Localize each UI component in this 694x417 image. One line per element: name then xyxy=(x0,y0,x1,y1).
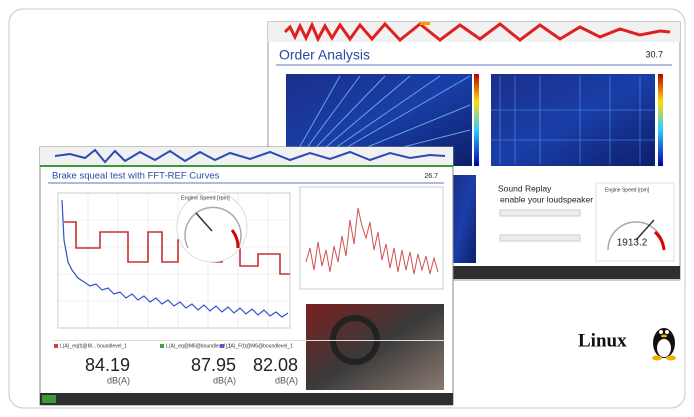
meter: L(A)_eq@M6@boundlevel_1 87.95 dB(A) xyxy=(160,343,236,385)
window-title: Brake squeal test with FFT-REF Curves xyxy=(52,171,220,182)
tux-belly xyxy=(657,339,671,357)
reference-curve xyxy=(64,221,290,275)
tux-eye xyxy=(659,330,663,334)
value: 26.7 xyxy=(424,173,438,180)
gauge-label: Engine Speed [rpm] xyxy=(605,187,650,193)
waveform xyxy=(283,21,671,43)
order-lines xyxy=(289,75,471,165)
spectrum-curve xyxy=(305,207,439,275)
fft-curve xyxy=(61,199,289,318)
back-window: Order Analysis 30.7 Sound Replay enable … xyxy=(267,21,681,281)
meter: L(A)_eq(t)@M... boundlevel_1 84.19 dB(A) xyxy=(54,343,130,385)
gauge-arc xyxy=(184,206,242,249)
slider[interactable] xyxy=(499,234,581,242)
gauge-redline xyxy=(653,230,666,251)
divider xyxy=(52,340,444,341)
sound-replay-title: Sound Replay xyxy=(498,183,552,193)
meter-label: L(A)_eq@M6@boundlevel_1 xyxy=(166,343,231,349)
front-window: Brake squeal test with FFT-REF Curves 26… xyxy=(39,146,454,406)
gauge-value: 1913.2 xyxy=(617,238,648,249)
fft-chart xyxy=(57,192,291,329)
gauge-needle xyxy=(195,212,213,232)
brand: Linux xyxy=(578,330,627,351)
colorbar xyxy=(658,74,663,166)
start-button[interactable] xyxy=(42,395,56,403)
meter: L(A)_F(t)@M6@boundlevel_1 82.08 dB(A) xyxy=(220,343,298,385)
window-title: Order Analysis xyxy=(279,47,370,63)
tux-foot xyxy=(666,355,676,361)
waveform-strip xyxy=(40,147,453,165)
meter-label: L(A)_F(t)@M6@boundlevel_1 xyxy=(226,343,293,349)
spectrogram xyxy=(491,74,655,166)
cursor xyxy=(420,22,430,25)
tux-eye xyxy=(665,330,669,334)
spectral-lines xyxy=(491,76,655,164)
progress xyxy=(40,165,453,167)
meter-label: L(A)_eq(t)@M... boundlevel_1 xyxy=(60,343,127,349)
meter-unit: dB(A) xyxy=(107,375,130,385)
colorbar xyxy=(474,74,479,166)
gauge-label: Engine Speed [rpm] xyxy=(181,195,230,201)
gauge-needle xyxy=(635,219,655,241)
tux-foot xyxy=(652,355,662,361)
value: 30.7 xyxy=(645,49,663,59)
meter-unit: dB(A) xyxy=(213,375,236,385)
spectrum-chart xyxy=(299,186,444,290)
slider[interactable] xyxy=(499,209,581,217)
taskbar xyxy=(40,393,453,405)
legend-swatch xyxy=(220,344,224,348)
spectrogram xyxy=(452,175,476,263)
meter-value: 87.95 xyxy=(191,355,236,375)
meter-value: 84.19 xyxy=(85,355,130,375)
legend-swatch xyxy=(54,344,58,348)
tux-beak xyxy=(661,334,667,338)
gauge-redline xyxy=(230,229,240,249)
tux xyxy=(652,328,676,361)
legend-swatch xyxy=(160,344,164,348)
sound-replay-subtitle: enable your loudspeaker xyxy=(500,194,593,204)
taskbar xyxy=(452,266,680,279)
meter-value: 82.08 xyxy=(253,355,298,375)
meter-unit: dB(A) xyxy=(275,375,298,385)
gauge xyxy=(176,191,248,263)
waveform xyxy=(54,148,446,164)
